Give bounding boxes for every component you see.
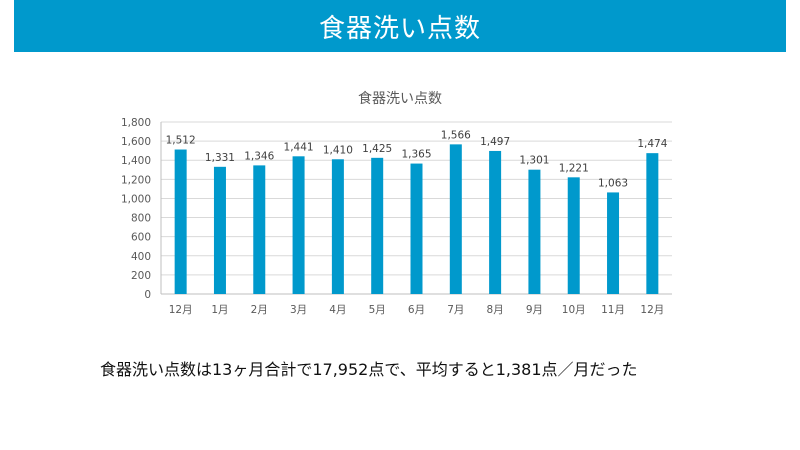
y-tick-label: 1,400 [121,155,151,167]
bar [646,153,659,294]
data-label: 1,425 [362,143,392,155]
data-label: 1,474 [637,138,667,150]
y-tick-label: 600 [131,232,151,244]
bar [213,166,226,294]
bar [174,149,187,294]
x-tick-label: 4月 [329,304,346,316]
data-label: 1,365 [401,149,431,161]
x-tick-label: 12月 [640,304,664,316]
data-label: 1,301 [519,155,549,167]
x-tick-label: 12月 [169,304,193,316]
x-axis: 12月 1月 2月 3月 4月 5月 6月 7月 8月 9月 10月 11月 12月 [169,304,665,316]
bar [253,165,266,294]
x-tick-label: 6月 [408,304,425,316]
y-tick-label: 1,800 [121,117,151,129]
y-tick-label: 0 [144,289,151,301]
x-tick-label: 11月 [601,304,625,316]
x-tick-label: 10月 [562,304,586,316]
x-tick-label: 2月 [251,304,268,316]
bar [607,192,620,294]
y-tick-label: 1,000 [121,193,151,205]
bar [410,163,423,294]
header-bar: 食器洗い点数 [14,0,786,52]
chart-title: 食器洗い点数 [358,90,442,107]
summary-text: 食器洗い点数は13ヶ月合計で17,952点で、平均すると1,381点／月だった [100,360,638,379]
bar [371,157,384,294]
data-label: 1,221 [559,162,589,174]
bar [528,169,541,294]
page-title: 食器洗い点数 [318,13,481,44]
y-tick-label: 800 [131,213,151,225]
x-tick-label: 3月 [290,304,307,316]
data-label: 1,063 [598,177,628,189]
data-labels: 1,512 1,331 1,346 1,441 1,410 1,425 1,365 1,566… [166,129,668,189]
bar [331,159,344,294]
data-label: 1,331 [205,152,235,164]
x-tick-label: 1月 [211,304,228,316]
x-tick-label: 9月 [526,304,543,316]
bar [567,177,580,294]
y-tick-label: 1,200 [121,174,151,186]
data-label: 1,566 [441,129,471,141]
y-tick-label: 400 [131,251,151,263]
x-tick-label: 5月 [369,304,386,316]
bar [449,144,462,294]
y-tick-label: 1,600 [121,136,151,148]
data-label: 1,441 [284,141,314,153]
y-tick-label: 200 [131,270,151,282]
data-label: 1,410 [323,144,353,156]
data-label: 1,497 [480,136,510,148]
x-tick-label: 7月 [447,304,464,316]
x-tick-label: 8月 [487,304,504,316]
y-axis: 0 200 400 600 800 1,000 1,200 1,400 1,600 1,800 [121,117,151,301]
data-label: 1,346 [244,150,274,162]
bar [292,156,305,294]
bars [174,144,659,294]
data-label: 1,512 [166,135,196,147]
bar [489,150,502,294]
